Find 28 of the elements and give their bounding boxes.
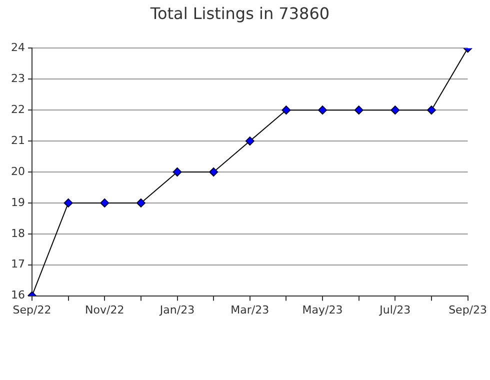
- point: [426, 106, 436, 115]
- point: [209, 168, 218, 176]
- y-tick-label: 23: [10, 72, 25, 86]
- y-tick-label: 22: [10, 102, 25, 116]
- chart-title: Total Listings in 73860: [149, 4, 330, 23]
- x-tick-label: Nov/22: [85, 303, 124, 316]
- y-tick-label: 21: [10, 134, 25, 147]
- point: [318, 106, 328, 115]
- point: [354, 106, 364, 115]
- y-tick-label: 18: [10, 226, 25, 240]
- y-tick-label: 20: [10, 164, 25, 178]
- y-tick-label: 19: [10, 196, 25, 209]
- x-tick-label: Sep/22: [12, 303, 52, 316]
- x-tick-label: Jul/23: [378, 303, 411, 316]
- y-tick-label: 17: [10, 258, 25, 271]
- point: [282, 106, 291, 115]
- y-tick-label: 24: [10, 41, 25, 54]
- x-tick-label: Jan/23: [158, 303, 195, 316]
- y-tick-label: 16: [10, 288, 25, 302]
- point: [136, 198, 146, 208]
- point: [100, 198, 110, 208]
- point: [245, 136, 254, 146]
- x-tick-label: Mar/23: [230, 303, 270, 316]
- point: [172, 168, 182, 176]
- point: [64, 198, 73, 208]
- x-tick-label: May/23: [302, 303, 343, 316]
- point: [390, 106, 400, 115]
- x-tick-label: Sep/23: [448, 303, 487, 316]
